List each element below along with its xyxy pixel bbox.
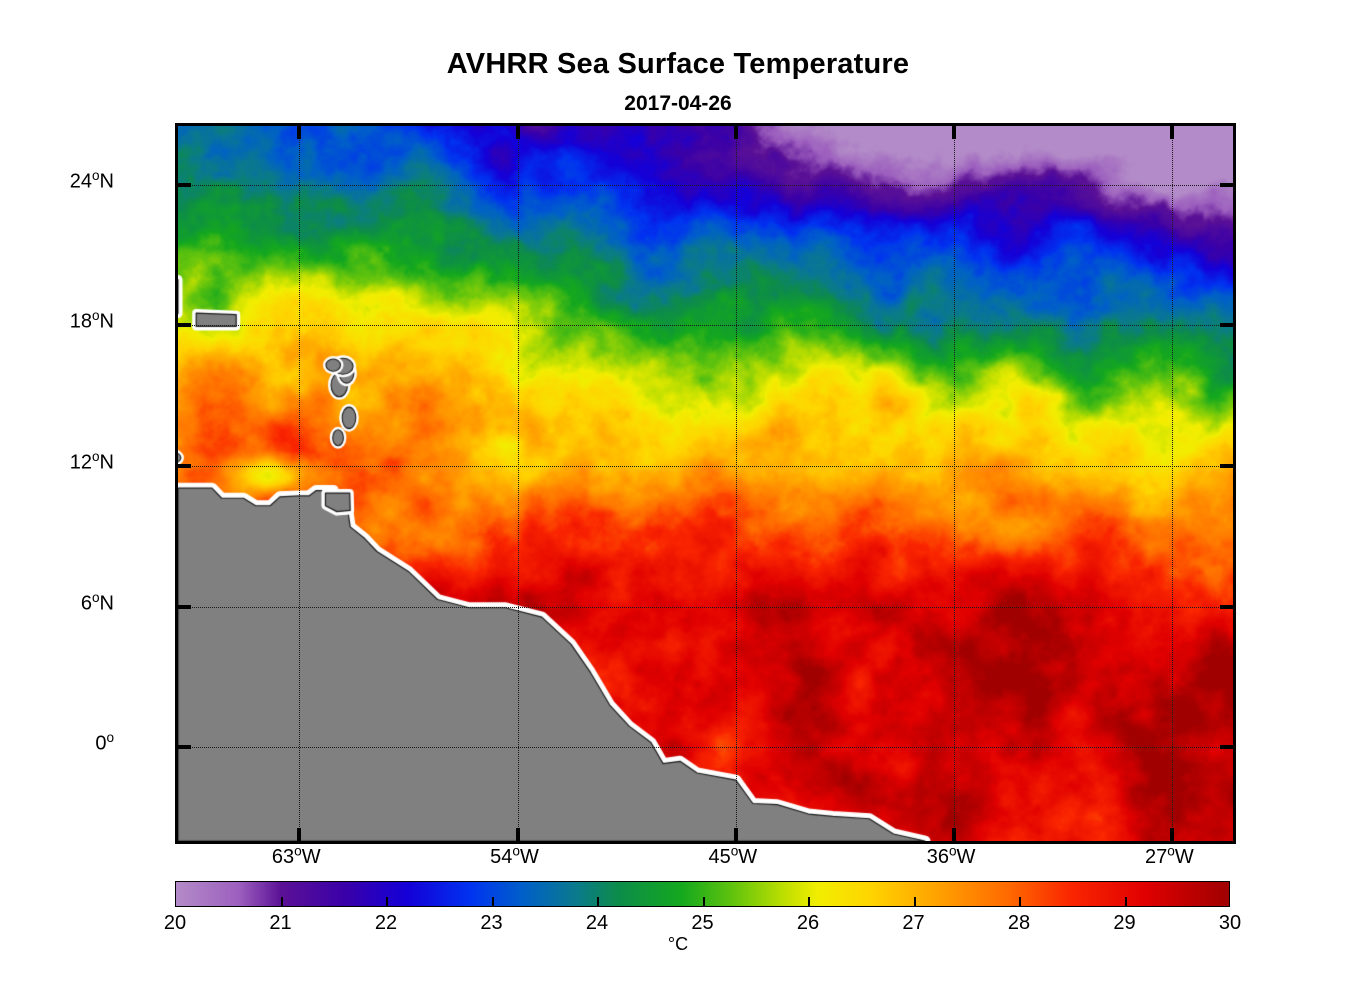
lon-tick xyxy=(1170,828,1175,841)
lon-tick xyxy=(952,126,957,139)
colorbar-frame xyxy=(175,881,1230,907)
lon-tick-label: 36oW xyxy=(926,843,976,868)
lat-tick xyxy=(1220,182,1233,187)
lon-tick xyxy=(515,828,520,841)
colorbar-tick xyxy=(280,897,283,906)
lat-tick xyxy=(1220,463,1233,468)
colorbar-tick xyxy=(702,897,705,906)
colorbar-tick xyxy=(913,897,916,906)
colorbar-tick xyxy=(1019,897,1021,906)
lon-tick-label: 45oW xyxy=(708,843,758,868)
lat-tick xyxy=(178,182,191,187)
lon-tick-label: 27oW xyxy=(1145,843,1194,868)
colorbar-tick-label: 21 xyxy=(269,912,292,934)
lat-tick xyxy=(1220,323,1233,328)
colorbar-tick xyxy=(808,897,810,906)
colorbar-units-label: °C xyxy=(667,934,689,954)
colorbar-tick xyxy=(386,897,388,906)
map-clip xyxy=(178,126,1233,841)
sst-map[interactable] xyxy=(175,123,1236,844)
page-subtitle: 2017-04-26 xyxy=(624,92,732,115)
lat-tick xyxy=(1220,745,1233,750)
colorbar-tick-label: 22 xyxy=(374,912,398,934)
colorbar-tick-label: 26 xyxy=(796,912,820,934)
colorbar-tick xyxy=(1124,897,1127,906)
lon-tick-label: 63oW xyxy=(271,843,321,868)
lat-tick-label: 24oN xyxy=(69,167,114,193)
lat-tick xyxy=(178,745,191,750)
lon-tick xyxy=(952,828,957,841)
lat-tick-label: 0o xyxy=(95,730,114,755)
colorbar-tick-label: 23 xyxy=(480,912,503,934)
lon-tick-label: 54oW xyxy=(490,843,539,868)
lat-tick-label: 18oN xyxy=(69,308,114,333)
colorbar-tick-label: 28 xyxy=(1007,912,1031,934)
lon-tick xyxy=(733,828,738,841)
lon-tick xyxy=(1170,126,1175,139)
land-mask-canvas xyxy=(178,126,1233,841)
colorbar-tick-label: 29 xyxy=(1113,912,1136,934)
lat-tick xyxy=(178,463,191,468)
lat-tick-label: 6oN xyxy=(80,589,114,615)
lon-tick xyxy=(297,126,302,139)
colorbar-tick-label: 25 xyxy=(691,912,714,934)
colorbar-tick xyxy=(491,897,494,906)
colorbar-tick-label: 30 xyxy=(1218,912,1242,934)
colorbar[interactable] xyxy=(175,881,1230,907)
colorbar-tick xyxy=(597,897,599,906)
lat-tick-label: 12oN xyxy=(69,448,114,474)
colorbar-tick-label: 24 xyxy=(585,912,609,934)
lat-tick xyxy=(178,323,191,328)
lon-tick xyxy=(515,126,520,139)
colorbar-tick-label: 27 xyxy=(902,912,925,934)
lon-tick xyxy=(733,126,738,139)
page-title: AVHRR Sea Surface Temperature xyxy=(446,48,910,80)
lat-tick xyxy=(178,604,191,609)
lat-tick xyxy=(1220,604,1233,609)
colorbar-tick-label: 20 xyxy=(163,912,187,934)
lon-tick xyxy=(297,828,302,841)
